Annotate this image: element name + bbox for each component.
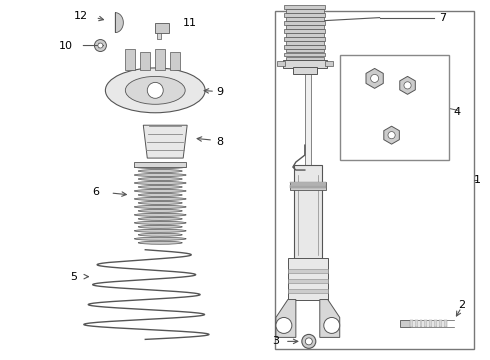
Circle shape	[388, 132, 395, 139]
Bar	[410, 320, 413, 328]
Bar	[284, 53, 325, 57]
Polygon shape	[115, 13, 123, 32]
Bar	[399, 320, 410, 328]
Bar	[288, 258, 328, 300]
Ellipse shape	[134, 229, 186, 232]
Ellipse shape	[138, 201, 182, 204]
Circle shape	[276, 318, 292, 333]
Text: 2: 2	[458, 300, 465, 310]
Bar	[435, 320, 438, 328]
Ellipse shape	[138, 177, 182, 180]
Bar	[325, 62, 333, 67]
Ellipse shape	[138, 193, 182, 197]
Ellipse shape	[134, 206, 186, 208]
Ellipse shape	[138, 170, 182, 172]
Circle shape	[302, 334, 316, 348]
Bar	[286, 57, 324, 60]
Bar	[294, 165, 322, 260]
Circle shape	[305, 338, 312, 345]
Bar	[284, 5, 325, 9]
Bar	[290, 186, 326, 187]
Ellipse shape	[134, 221, 186, 224]
Ellipse shape	[134, 166, 186, 168]
Text: 11: 11	[183, 18, 197, 28]
Text: 4: 4	[454, 107, 461, 117]
Bar	[286, 9, 324, 13]
Ellipse shape	[134, 237, 186, 240]
Polygon shape	[384, 126, 399, 144]
Circle shape	[98, 43, 103, 48]
Polygon shape	[143, 125, 187, 158]
Bar	[125, 49, 135, 71]
Ellipse shape	[138, 210, 182, 212]
Polygon shape	[366, 68, 383, 88]
Bar	[284, 21, 325, 24]
Bar	[288, 289, 328, 293]
Bar	[283, 60, 327, 68]
Ellipse shape	[134, 213, 186, 216]
Bar	[277, 62, 285, 67]
Ellipse shape	[134, 181, 186, 184]
Ellipse shape	[138, 217, 182, 220]
Bar	[275, 11, 474, 349]
Bar	[419, 320, 422, 328]
Bar	[444, 320, 447, 328]
Bar	[286, 26, 324, 28]
Bar	[286, 17, 324, 21]
Bar	[284, 30, 325, 32]
Text: 5: 5	[70, 272, 77, 282]
Bar	[155, 49, 165, 71]
Bar	[157, 32, 161, 39]
Ellipse shape	[138, 233, 182, 236]
Polygon shape	[276, 300, 296, 337]
Bar	[288, 269, 328, 273]
Bar	[440, 320, 442, 328]
Text: 7: 7	[440, 13, 446, 23]
Ellipse shape	[134, 174, 186, 176]
Ellipse shape	[105, 68, 205, 113]
Bar	[155, 23, 169, 32]
Bar	[340, 55, 449, 160]
Bar	[134, 162, 186, 167]
Bar	[424, 320, 427, 328]
Bar	[140, 53, 150, 71]
Ellipse shape	[138, 185, 182, 189]
Bar	[293, 67, 317, 75]
Ellipse shape	[125, 76, 185, 104]
Circle shape	[147, 82, 163, 98]
Ellipse shape	[138, 225, 182, 228]
Ellipse shape	[134, 189, 186, 193]
Text: 10: 10	[58, 41, 73, 50]
Bar	[429, 320, 433, 328]
Text: 12: 12	[74, 11, 88, 21]
Circle shape	[324, 318, 340, 333]
Text: 8: 8	[217, 137, 223, 147]
Bar	[284, 45, 325, 49]
Text: 9: 9	[217, 87, 223, 97]
Bar	[290, 182, 326, 190]
Bar	[286, 41, 324, 45]
Bar	[170, 53, 180, 71]
Bar	[286, 49, 324, 53]
Polygon shape	[320, 300, 340, 337]
Bar	[290, 187, 326, 188]
Circle shape	[370, 75, 379, 82]
Text: 6: 6	[92, 187, 99, 197]
Bar	[305, 58, 311, 170]
Polygon shape	[400, 76, 416, 94]
Text: 3: 3	[272, 336, 279, 346]
Text: 1: 1	[474, 175, 481, 185]
Bar	[284, 13, 325, 17]
Ellipse shape	[134, 197, 186, 201]
Circle shape	[95, 40, 106, 51]
Bar	[415, 320, 417, 328]
Bar	[286, 33, 324, 37]
Ellipse shape	[138, 241, 182, 244]
Circle shape	[404, 82, 411, 89]
Bar	[284, 37, 325, 41]
Bar	[288, 279, 328, 283]
